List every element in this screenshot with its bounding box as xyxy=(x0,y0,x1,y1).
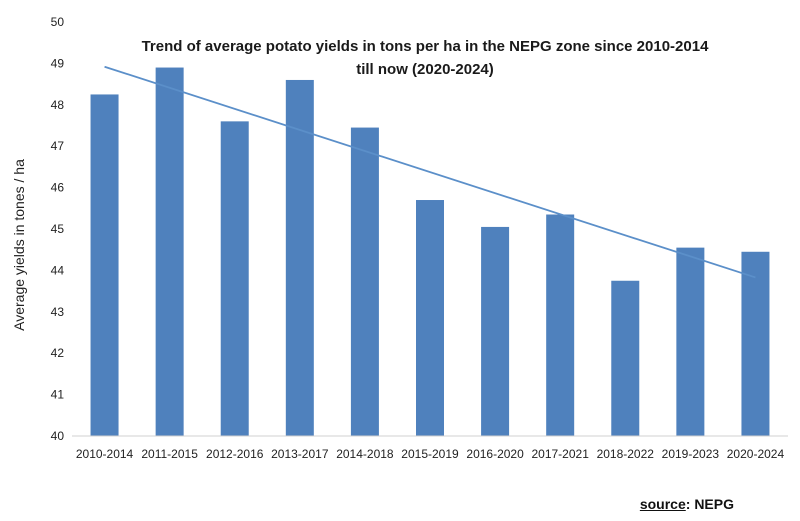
bar-2014-2018 xyxy=(350,127,379,436)
x-tick-label: 2014-2018 xyxy=(336,447,394,461)
bar-2013-2017 xyxy=(285,79,314,437)
x-tick-label: 2020-2024 xyxy=(727,447,785,461)
chart-title-line-1: Trend of average potato yields in tons p… xyxy=(142,38,709,55)
x-tick-label: 2019-2023 xyxy=(662,447,720,461)
source-label: source xyxy=(639,496,686,512)
x-tick-label: 2011-2015 xyxy=(141,447,198,461)
bar-2018-2022 xyxy=(611,280,640,436)
bar-2010-2014 xyxy=(90,94,119,436)
bar-2017-2021 xyxy=(546,214,575,436)
y-tick-label: 48 xyxy=(51,98,65,112)
y-tick-label: 42 xyxy=(51,346,65,360)
bar-2012-2016 xyxy=(220,121,249,437)
y-tick-label: 46 xyxy=(51,181,65,195)
x-tick-label: 2015-2019 xyxy=(401,447,459,461)
x-tick-label: 2012-2016 xyxy=(206,447,264,461)
source-note: source: NEPG xyxy=(640,496,734,512)
source-value: : NEPG xyxy=(685,496,734,512)
bar-2019-2023 xyxy=(676,247,705,436)
y-axis-label: Average yields in tones / ha xyxy=(11,159,27,331)
trendline xyxy=(104,65,756,279)
x-tick-label: 2017-2021 xyxy=(531,447,589,461)
x-tick-label: 2013-2017 xyxy=(271,447,329,461)
bar-2016-2020 xyxy=(481,226,510,436)
y-tick-label: 44 xyxy=(51,263,65,277)
x-tick-label: 2016-2020 xyxy=(466,447,524,461)
x-tick-label: 2018-2022 xyxy=(597,447,655,461)
y-tick-label: 47 xyxy=(51,139,65,153)
bars xyxy=(90,67,770,437)
y-tick-label: 43 xyxy=(51,305,65,319)
bar-2015-2019 xyxy=(416,200,444,436)
x-axis-ticks: 2010-2014 2011-2015 2012-2016 2013-2017 2014… xyxy=(76,447,785,461)
x-tick-label: 2010-2014 xyxy=(76,447,134,461)
bar-2011-2015 xyxy=(155,67,184,436)
y-tick-label: 50 xyxy=(51,15,65,29)
y-axis-ticks: 40 41 42 43 44 45 46 47 48 49 50 xyxy=(51,15,65,443)
y-tick-label: 45 xyxy=(51,222,65,236)
y-tick-label: 41 xyxy=(51,388,65,402)
chart-title: Trend of average potato yields in tons p… xyxy=(142,38,709,78)
chart-title-line-2: till now (2020-2024) xyxy=(356,61,494,78)
y-tick-label: 40 xyxy=(51,429,65,443)
y-tick-label: 49 xyxy=(51,56,65,70)
bar-2020-2024 xyxy=(741,251,770,436)
